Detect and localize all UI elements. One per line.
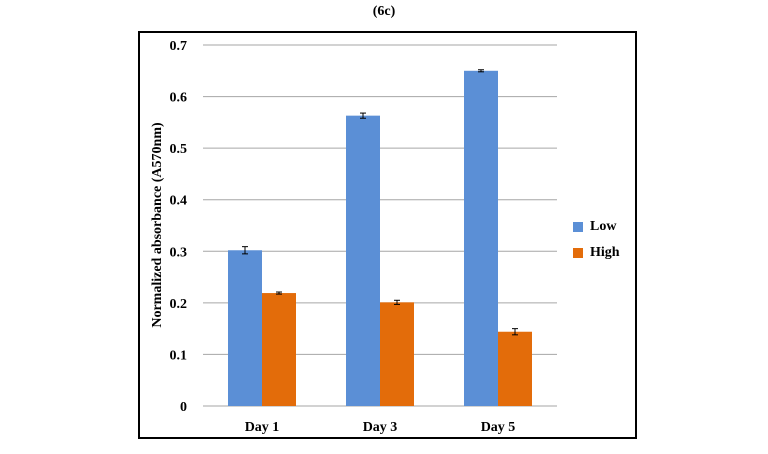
bar-low [464,70,498,407]
legend-item-high: High [573,240,620,266]
legend-item-low: Low [573,214,620,240]
y-tick-label: 0.7 [170,39,188,54]
chart-frame [138,31,637,439]
bar-high [380,302,414,406]
y-tick-label: 0.2 [170,297,188,312]
bar-low [346,115,380,406]
y-tick-label: 0.4 [170,194,188,209]
y-axis-title: Normalized absorbance (A570nm) [150,122,165,328]
y-tick-label: 0.3 [170,245,188,260]
x-tick-label: Day 3 [363,420,398,435]
legend-swatch-high [573,248,583,258]
legend-label-low: Low [590,219,617,234]
bar-high [262,293,296,406]
x-tick-label: Day 5 [481,420,516,435]
legend-label-high: High [590,245,620,260]
bar-low [228,250,262,406]
chart-legend: Low High [573,214,620,266]
y-tick-label: 0 [180,400,187,415]
y-tick-label: 0.1 [170,348,188,363]
y-tick-label: 0.6 [170,91,188,106]
figure-panel-label: (6c) [372,4,396,19]
x-tick-label: Day 1 [245,420,280,435]
y-tick-label: 0.5 [170,142,188,157]
legend-swatch-low [573,222,583,232]
bar-high [498,331,532,406]
